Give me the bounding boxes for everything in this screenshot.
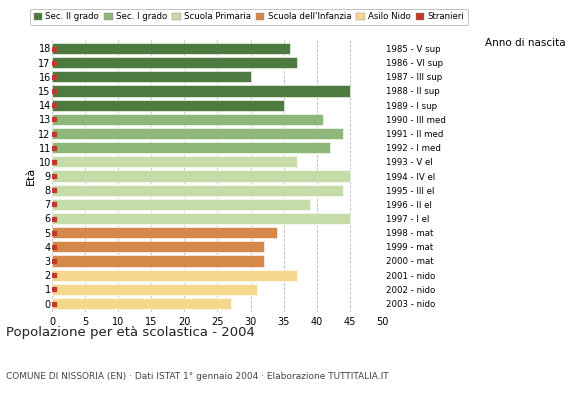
Bar	[52, 227, 277, 238]
Bar	[52, 156, 297, 167]
Bar	[52, 213, 350, 224]
Text: Anno di nascita: Anno di nascita	[485, 38, 566, 48]
Bar	[52, 170, 350, 182]
Bar	[52, 241, 264, 252]
Bar	[52, 185, 343, 196]
Bar	[52, 114, 323, 125]
Bar	[52, 284, 257, 295]
Bar	[52, 256, 264, 266]
Bar	[52, 270, 297, 281]
Bar	[52, 100, 284, 111]
Legend: Sec. II grado, Sec. I grado, Scuola Primaria, Scuola dell'Infanzia, Asilo Nido, : Sec. II grado, Sec. I grado, Scuola Prim…	[30, 9, 467, 25]
Bar	[52, 57, 297, 68]
Bar	[52, 43, 290, 54]
Bar	[52, 199, 310, 210]
Y-axis label: Età: Età	[26, 167, 35, 185]
Bar	[52, 86, 350, 96]
Bar	[52, 142, 330, 153]
Text: COMUNE DI NISSORIA (EN) · Dati ISTAT 1° gennaio 2004 · Elaborazione TUTTITALIA.I: COMUNE DI NISSORIA (EN) · Dati ISTAT 1° …	[6, 372, 389, 381]
Bar	[52, 128, 343, 139]
Text: Popolazione per età scolastica - 2004: Popolazione per età scolastica - 2004	[6, 326, 255, 339]
Bar	[52, 71, 251, 82]
Bar	[52, 298, 231, 309]
